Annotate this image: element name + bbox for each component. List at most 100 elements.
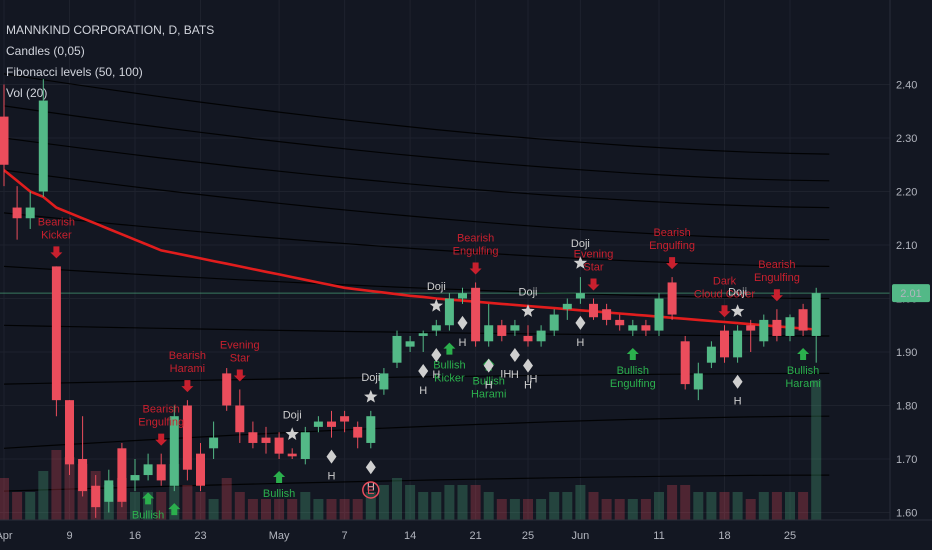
bullish-arrow-icon xyxy=(273,471,286,483)
candle-body[interactable] xyxy=(510,325,520,331)
bullish-pattern-label: Bullish xyxy=(433,360,465,372)
candle-body[interactable] xyxy=(654,298,664,331)
candle-body[interactable] xyxy=(222,373,232,406)
bearish-pattern-label: Bearish xyxy=(143,404,180,416)
candle-body[interactable] xyxy=(25,207,35,219)
candle-body[interactable] xyxy=(785,317,795,336)
candle-body[interactable] xyxy=(523,335,533,342)
candle-body[interactable] xyxy=(431,325,441,331)
fibonacci-level-line xyxy=(3,324,830,337)
candle-body[interactable] xyxy=(484,325,494,342)
volume-bar xyxy=(378,485,389,520)
earnings-event-label: E xyxy=(367,485,374,497)
candle-body[interactable] xyxy=(759,319,769,342)
candle-body[interactable] xyxy=(746,325,756,331)
candle-body[interactable] xyxy=(38,100,48,192)
candle-body[interactable] xyxy=(261,437,271,443)
candle-body[interactable] xyxy=(117,448,127,502)
harami-marker-label: H xyxy=(419,385,427,397)
volume-indicator-label[interactable]: Vol (20) xyxy=(6,86,48,100)
harami-marker-label: H xyxy=(367,481,375,493)
time-axis-tick-label: 16 xyxy=(129,530,141,542)
candle-body[interactable] xyxy=(706,346,716,363)
candle-body[interactable] xyxy=(353,426,363,438)
time-axis-tick-label: 14 xyxy=(404,530,416,542)
candle-body[interactable] xyxy=(209,437,219,449)
bearish-pattern-label: Engulfing xyxy=(138,417,184,429)
candle-body[interactable] xyxy=(143,464,153,476)
harami-marker-label: H xyxy=(524,380,532,392)
volume-bar xyxy=(745,499,756,520)
candle-body[interactable] xyxy=(91,485,101,508)
candle-body[interactable] xyxy=(733,330,743,358)
candle-body[interactable] xyxy=(720,330,729,358)
candle-body[interactable] xyxy=(497,325,507,336)
candle-body[interactable] xyxy=(156,464,166,481)
candle-body[interactable] xyxy=(313,421,323,427)
candle-body[interactable] xyxy=(366,416,376,443)
candle-body[interactable] xyxy=(65,400,74,465)
candle-body[interactable] xyxy=(549,314,559,331)
bearish-arrow-icon xyxy=(155,433,168,446)
price-axis-tick-label: 2.20 xyxy=(896,187,917,199)
candle-body[interactable] xyxy=(130,475,140,481)
bearish-pattern-label: Evening xyxy=(220,339,260,351)
candle-body[interactable] xyxy=(444,298,454,326)
fibonacci-indicator-label[interactable]: Fibonacci levels (50, 100) xyxy=(6,65,143,79)
candle-body[interactable] xyxy=(0,116,9,165)
candle-body[interactable] xyxy=(589,303,598,318)
candle-body[interactable] xyxy=(196,453,205,486)
candle-body[interactable] xyxy=(418,333,428,336)
candle-body[interactable] xyxy=(340,416,350,422)
bearish-pattern-label: Bearish xyxy=(457,232,494,244)
bullish-arrow-icon xyxy=(168,503,181,516)
time-axis-tick-label: 9 xyxy=(66,530,72,542)
candle-body[interactable] xyxy=(458,293,467,299)
candle-body[interactable] xyxy=(182,405,192,470)
candle-body[interactable] xyxy=(51,266,61,401)
candles-indicator-label[interactable]: Candles (0,05) xyxy=(6,44,85,58)
fibonacci-level-line xyxy=(3,137,830,209)
volume-bar xyxy=(523,499,533,520)
candle-body[interactable] xyxy=(536,330,546,342)
volume-bar xyxy=(313,499,324,520)
harami-diamond-icon xyxy=(575,315,586,330)
candle-body[interactable] xyxy=(248,432,258,443)
candle-body[interactable] xyxy=(300,432,310,459)
candle-body[interactable] xyxy=(104,480,114,502)
bearish-arrow-icon xyxy=(469,262,482,275)
fibonacci-level-line xyxy=(3,73,830,155)
candle-body[interactable] xyxy=(641,325,651,331)
candle-body[interactable] xyxy=(628,325,638,331)
candle-body[interactable] xyxy=(602,309,612,320)
volume-bar xyxy=(457,485,468,520)
candle-body[interactable] xyxy=(772,319,782,336)
volume-bar xyxy=(549,492,560,520)
earnings-event-icon[interactable] xyxy=(362,481,380,499)
volume-bar xyxy=(64,457,75,520)
candle-body[interactable] xyxy=(169,416,179,486)
price-axis-tick-label: 1.60 xyxy=(896,508,917,520)
candle-body[interactable] xyxy=(274,437,284,454)
volume-bar xyxy=(12,492,23,520)
volume-bar xyxy=(51,450,62,520)
candle-body[interactable] xyxy=(798,309,808,331)
candle-body[interactable] xyxy=(562,303,572,310)
candle-body[interactable] xyxy=(405,341,415,347)
candle-body[interactable] xyxy=(327,421,336,427)
candle-body[interactable] xyxy=(811,293,821,336)
candle-body[interactable] xyxy=(667,282,677,315)
candle-body[interactable] xyxy=(379,373,389,390)
candle-body[interactable] xyxy=(615,319,625,326)
candle-body[interactable] xyxy=(471,287,481,342)
candle-body[interactable] xyxy=(680,341,690,385)
volume-bar xyxy=(0,478,9,520)
candle-body[interactable] xyxy=(693,373,703,390)
candle-body[interactable] xyxy=(287,453,297,457)
candle-body[interactable] xyxy=(78,459,88,492)
candle-body[interactable] xyxy=(575,293,585,299)
candle-body[interactable] xyxy=(12,207,22,219)
candle-body[interactable] xyxy=(235,405,245,433)
candle-body[interactable] xyxy=(392,335,402,363)
